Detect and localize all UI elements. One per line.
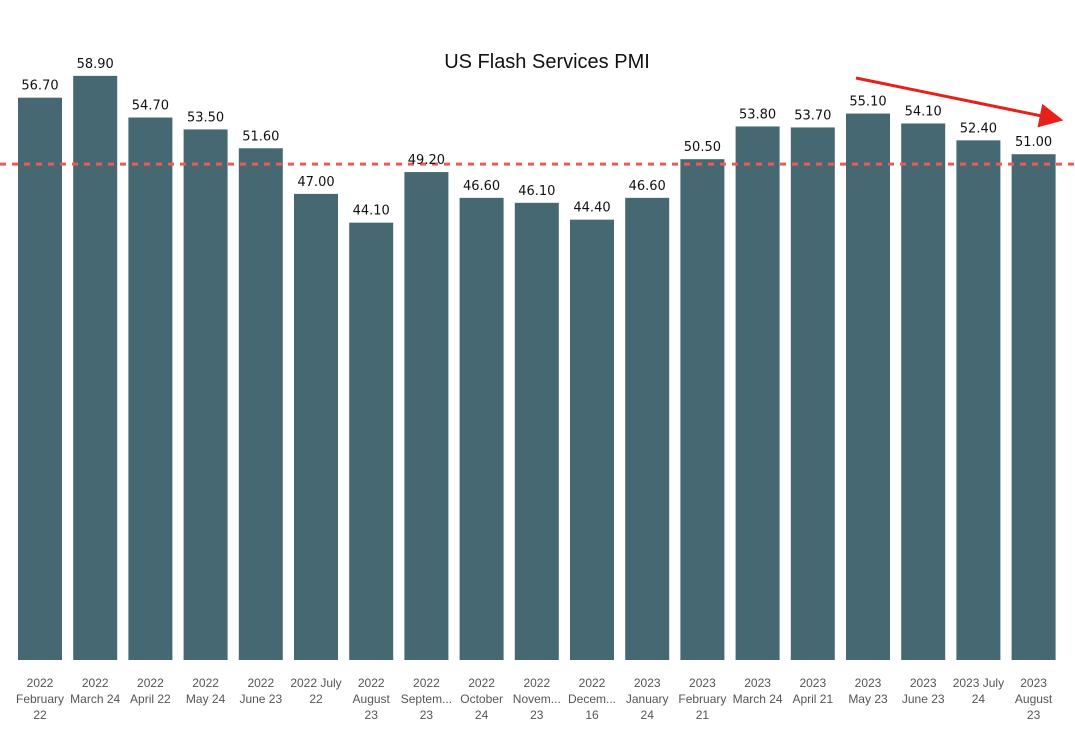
bars-layer	[18, 75, 1056, 661]
bar-4	[183, 129, 228, 660]
data-label-3: 54.70	[132, 99, 169, 114]
x-tick-label-14: 2023 March 24	[733, 676, 783, 706]
x-tick-label-19: 2023 August 23	[1015, 676, 1053, 722]
data-label-2: 58.90	[77, 57, 114, 72]
x-tick-label-15: 2023 April 21	[792, 676, 833, 706]
bar-14	[735, 126, 780, 660]
data-label-15: 53.70	[794, 108, 831, 123]
x-tick-label-2: 2022 March 24	[70, 676, 120, 706]
data-label-6: 47.00	[297, 175, 334, 190]
chart-title: US Flash Services PMI	[444, 51, 650, 73]
x-tick-label-16: 2023 May 23	[848, 676, 888, 706]
bar-8	[404, 172, 449, 661]
bar-16	[846, 113, 890, 661]
bar-3	[128, 117, 173, 661]
bar-18	[956, 140, 1001, 661]
data-label-5: 51.60	[242, 129, 279, 144]
bar-7	[349, 222, 394, 660]
bar-9	[459, 197, 504, 660]
x-tick-label-11: 2022 Decem... 16	[568, 676, 616, 722]
trend-arrow-layer	[855, 76, 1064, 128]
bar-6	[294, 193, 338, 661]
data-label-7: 44.10	[353, 204, 390, 219]
x-tick-label-1: 2022 February 22	[16, 676, 64, 722]
bar-10	[514, 202, 559, 660]
data-label-8: 49.20	[408, 153, 445, 168]
x-tick-label-10: 2022 Novem... 23	[513, 676, 561, 722]
x-tick-label-6: 2022 July 22	[290, 676, 341, 706]
bar-19	[1011, 154, 1056, 660]
x-tick-label-13: 2023 February 21	[678, 676, 726, 722]
data-label-9: 46.60	[463, 179, 500, 194]
data-label-18: 52.40	[960, 121, 997, 136]
data-labels-layer: 56.70 58.90 54.70 53.50 51.60 47.00 44.10 49.20…	[21, 57, 1052, 219]
x-tick-label-17: 2023 June 23	[902, 676, 945, 706]
x-tick-label-8: 2022 Septem... 23	[401, 676, 452, 722]
bar-15	[790, 127, 835, 661]
data-label-19: 51.00	[1015, 135, 1052, 150]
x-tick-label-5: 2022 June 23	[239, 676, 282, 706]
bar-1	[18, 97, 62, 660]
data-label-10: 46.10	[518, 184, 555, 199]
bar-13	[680, 159, 725, 660]
bar-5	[238, 148, 283, 660]
data-label-11: 44.40	[573, 201, 610, 216]
bar-2	[73, 75, 118, 660]
x-tick-label-12: 2023 January 24	[626, 676, 669, 722]
data-label-14: 53.80	[739, 107, 776, 122]
bar-12	[625, 197, 670, 660]
data-label-13: 50.50	[684, 140, 721, 155]
data-label-12: 46.60	[629, 179, 666, 194]
x-tick-label-4: 2022 May 24	[186, 676, 226, 706]
x-tick-label-18: 2023 July 24	[953, 676, 1004, 706]
bar-11	[570, 219, 614, 660]
bar-17	[901, 123, 946, 661]
data-label-17: 54.10	[905, 104, 942, 119]
trend-arrow	[855, 76, 1064, 128]
x-tick-label-7: 2022 August 23	[353, 676, 391, 722]
data-label-1: 56.70	[21, 79, 58, 94]
data-label-4: 53.50	[187, 110, 224, 125]
data-label-16: 55.10	[849, 95, 886, 110]
x-tick-label-3: 2022 April 22	[130, 676, 171, 706]
x-tick-label-9: 2022 October 24	[460, 676, 503, 722]
